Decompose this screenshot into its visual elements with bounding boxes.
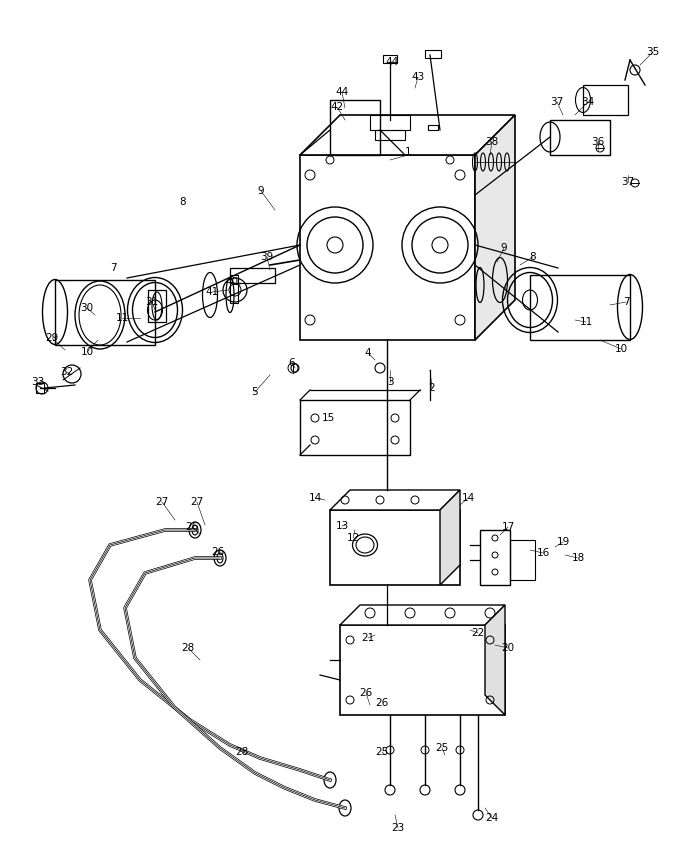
Text: 42: 42 (330, 102, 344, 112)
Text: 14: 14 (462, 493, 475, 503)
Text: 30: 30 (81, 303, 94, 313)
Bar (428, 125, 438, 130)
Bar (375, 130, 405, 140)
Bar (370, 115, 410, 130)
Bar (383, 55, 397, 63)
Text: 34: 34 (582, 97, 595, 107)
Polygon shape (300, 115, 515, 155)
Text: 7: 7 (110, 263, 116, 273)
Text: 31: 31 (145, 297, 158, 307)
Text: 9: 9 (501, 243, 507, 253)
Bar (148, 290, 166, 322)
Text: 16: 16 (536, 548, 550, 558)
Text: 18: 18 (571, 553, 585, 563)
Text: 5: 5 (251, 387, 258, 397)
Text: 25: 25 (435, 743, 449, 753)
Text: 44: 44 (385, 57, 399, 67)
Bar (425, 50, 441, 58)
Bar (330, 100, 380, 155)
Text: 8: 8 (180, 197, 186, 207)
Text: 1: 1 (404, 147, 411, 157)
Text: 41: 41 (205, 287, 218, 297)
Text: 27: 27 (156, 497, 169, 507)
Text: 33: 33 (32, 377, 45, 387)
Bar (480, 530, 510, 585)
Text: 12: 12 (347, 533, 360, 543)
Text: 3: 3 (387, 377, 393, 387)
Text: 15: 15 (321, 413, 335, 423)
Text: 27: 27 (190, 497, 204, 507)
Text: 6: 6 (289, 358, 296, 368)
Bar (230, 268, 275, 283)
Polygon shape (330, 490, 460, 510)
Text: 43: 43 (411, 72, 424, 82)
Text: 22: 22 (471, 628, 484, 638)
Text: 26: 26 (376, 698, 389, 708)
Text: 37: 37 (551, 97, 564, 107)
Text: 10: 10 (81, 347, 94, 357)
Text: 38: 38 (485, 137, 499, 147)
Bar (583, 85, 628, 115)
Text: 36: 36 (591, 137, 605, 147)
Text: 26: 26 (185, 522, 198, 532)
Bar (36, 383, 44, 393)
Bar (55, 280, 155, 345)
Text: 24: 24 (485, 813, 499, 823)
Bar (330, 510, 460, 585)
Bar (550, 120, 610, 155)
Text: 13: 13 (336, 521, 349, 531)
Text: 21: 21 (361, 633, 375, 643)
Bar (510, 540, 535, 580)
Bar (230, 275, 238, 303)
Text: 2: 2 (429, 383, 435, 393)
Text: 4: 4 (364, 348, 371, 358)
Bar (300, 400, 410, 455)
Text: 32: 32 (61, 367, 74, 377)
Text: 44: 44 (336, 87, 349, 97)
Bar (530, 275, 630, 340)
Text: 25: 25 (376, 747, 389, 757)
Text: 26: 26 (360, 688, 373, 698)
Text: 26: 26 (212, 547, 225, 557)
Text: 28: 28 (236, 747, 249, 757)
Text: 28: 28 (181, 643, 194, 653)
Text: 11: 11 (115, 313, 129, 323)
Text: 7: 7 (623, 297, 629, 307)
Text: 9: 9 (258, 186, 265, 196)
Polygon shape (440, 490, 460, 585)
Text: 29: 29 (45, 333, 59, 343)
Bar (340, 625, 505, 715)
Text: 20: 20 (502, 643, 515, 653)
Text: 40: 40 (225, 277, 238, 287)
Text: 37: 37 (621, 177, 635, 187)
Text: 17: 17 (502, 522, 515, 532)
Text: 19: 19 (557, 537, 570, 547)
Text: 10: 10 (615, 344, 628, 354)
Text: 14: 14 (309, 493, 322, 503)
Bar (300, 155, 475, 340)
Text: 8: 8 (530, 252, 536, 262)
Text: 23: 23 (391, 823, 404, 833)
Text: 39: 39 (260, 252, 274, 262)
Text: 11: 11 (579, 317, 593, 327)
Polygon shape (340, 605, 505, 625)
Polygon shape (475, 115, 515, 340)
Polygon shape (485, 605, 505, 715)
Text: 35: 35 (646, 47, 659, 57)
